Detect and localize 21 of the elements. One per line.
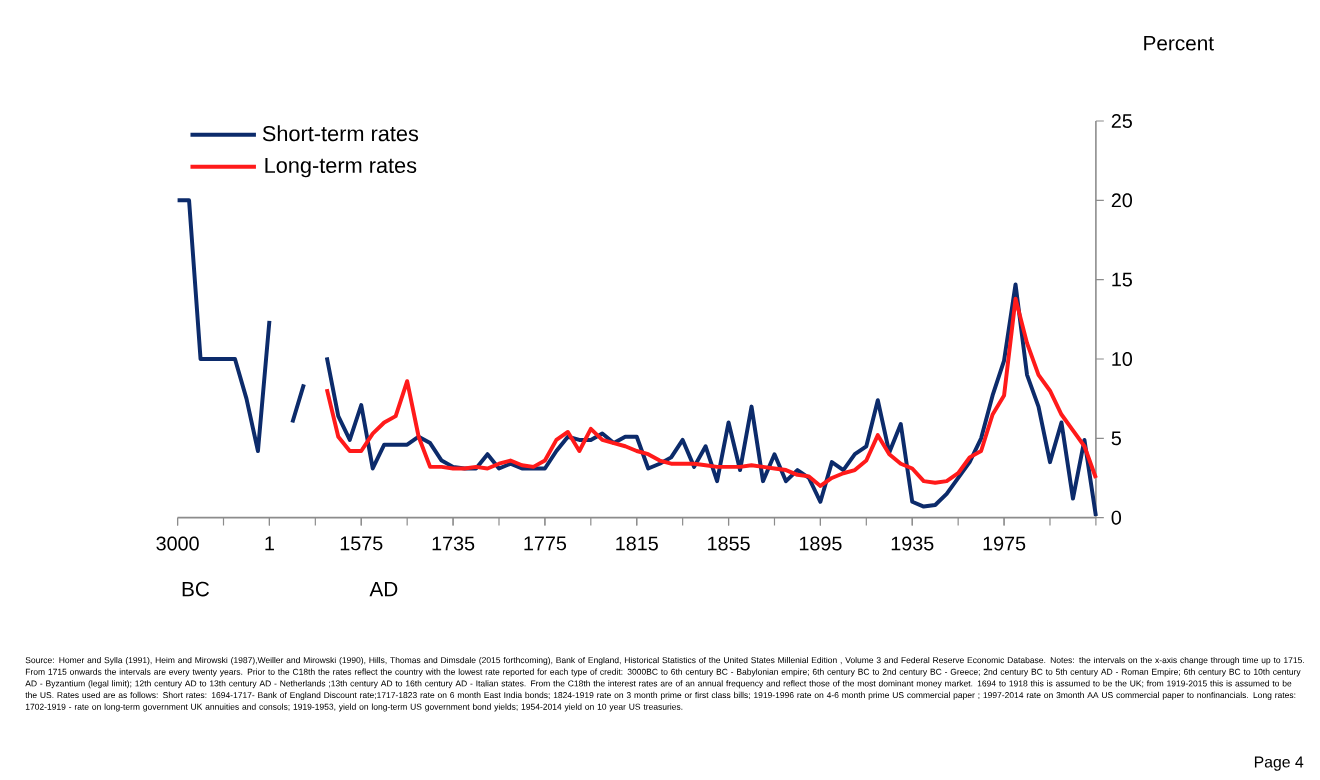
- legend-label: Long-term rates: [265, 158, 417, 178]
- x-tick-label: 1895: [799, 536, 842, 551]
- y-axis-title: Percent: [1144, 36, 1214, 51]
- text: BC: [182, 581, 210, 597]
- x-tick-label: 1775: [524, 536, 567, 551]
- y-tick-label: 0: [1111, 510, 1122, 525]
- legend-label: Short-term rates: [262, 125, 419, 142]
- y-tick-label: 25: [1111, 114, 1132, 129]
- x-tick-label: 1975: [983, 536, 1026, 551]
- x-tick-label: 1575: [340, 536, 383, 551]
- x-tick-label: 1815: [616, 536, 658, 551]
- text: AD: [369, 582, 398, 597]
- x-tick-label: 1735: [432, 536, 475, 551]
- x-tick-label: 1935: [891, 536, 934, 551]
- y-tick-label: 20: [1111, 193, 1133, 208]
- x-tick-label: 1: [265, 536, 274, 551]
- x-tick-label: 1855: [708, 536, 750, 551]
- y-tick-label: 15: [1112, 273, 1132, 287]
- y-tick-label: 5: [1111, 431, 1121, 446]
- x-tick-label: 3000: [156, 536, 199, 551]
- y-tick-label: 10: [1112, 352, 1133, 367]
